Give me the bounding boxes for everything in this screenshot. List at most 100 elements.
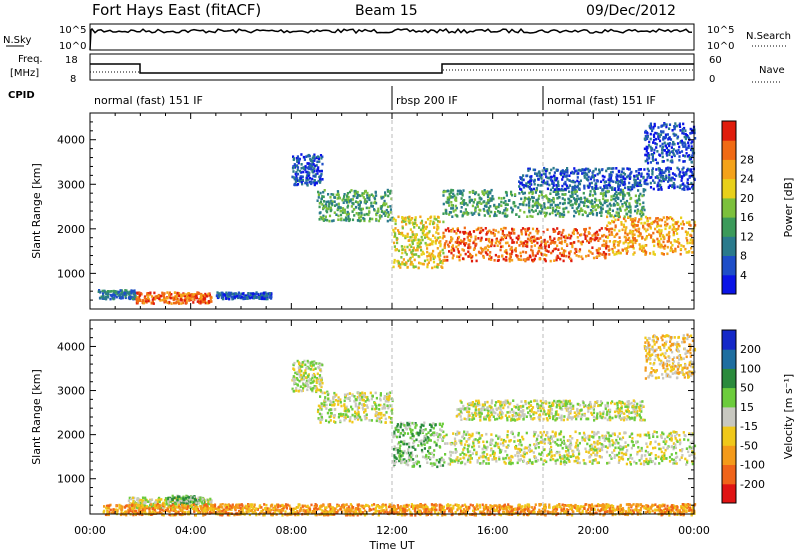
echo-cell bbox=[316, 172, 319, 175]
echo-cell bbox=[602, 197, 605, 201]
echo-cell bbox=[434, 503, 437, 506]
echo-cell bbox=[411, 221, 414, 224]
echo-cell bbox=[596, 187, 599, 190]
echo-cell bbox=[190, 497, 194, 501]
echo-cell bbox=[475, 242, 478, 246]
echo-cell bbox=[647, 509, 650, 513]
echo-cell bbox=[579, 241, 582, 244]
echo-cell bbox=[649, 225, 652, 229]
echo-cell bbox=[622, 167, 625, 171]
echo-cell bbox=[294, 511, 297, 514]
echo-cell bbox=[565, 254, 568, 258]
echo-cell bbox=[653, 253, 656, 256]
echo-cell bbox=[629, 214, 632, 218]
echo-cell bbox=[691, 140, 694, 143]
echo-cell bbox=[526, 245, 529, 248]
echo-cell bbox=[396, 241, 399, 245]
echo-cell bbox=[159, 294, 162, 298]
echo-cell bbox=[264, 296, 268, 300]
echo-cell bbox=[510, 247, 513, 251]
echo-cell bbox=[163, 295, 166, 299]
echo-cell bbox=[468, 199, 471, 202]
echo-cell bbox=[571, 191, 574, 194]
echo-cell bbox=[196, 300, 199, 303]
echo-cell bbox=[370, 204, 373, 208]
echo-cell bbox=[518, 192, 521, 195]
echo-cell bbox=[688, 241, 691, 245]
echo-cell bbox=[619, 199, 623, 203]
echo-cell bbox=[693, 131, 696, 135]
echo-cell bbox=[501, 229, 504, 233]
echo-cell bbox=[638, 198, 641, 202]
echo-cell bbox=[137, 497, 140, 501]
echo-cell bbox=[325, 200, 328, 204]
echo-cell bbox=[105, 292, 108, 296]
echo-cell bbox=[389, 189, 392, 193]
echo-cell bbox=[471, 190, 474, 194]
echo-cell bbox=[210, 300, 213, 303]
echo-cell bbox=[626, 192, 629, 195]
echo-cell bbox=[611, 227, 614, 231]
echo-cell bbox=[529, 175, 532, 179]
echo-cell bbox=[678, 151, 681, 154]
echo-cell bbox=[568, 179, 571, 182]
echo-cell bbox=[303, 504, 306, 508]
echo-cell bbox=[668, 173, 671, 177]
echo-cell bbox=[636, 211, 639, 215]
echo-cell bbox=[629, 205, 632, 209]
echo-cell bbox=[568, 184, 572, 187]
echo-cell bbox=[371, 217, 374, 221]
echo-cell bbox=[385, 212, 388, 215]
echo-cell bbox=[201, 300, 204, 304]
echo-cell bbox=[575, 190, 578, 193]
echo-cell bbox=[633, 225, 636, 228]
echo-cell bbox=[439, 244, 442, 248]
echo-cell bbox=[610, 214, 613, 217]
echo-cell bbox=[476, 205, 479, 208]
echo-cell bbox=[445, 240, 448, 243]
echo-cell bbox=[168, 300, 171, 304]
echo-cell bbox=[605, 169, 608, 173]
echo-cell bbox=[182, 497, 185, 500]
echo-cell bbox=[501, 245, 504, 248]
echo-cell bbox=[227, 293, 230, 296]
echo-cell bbox=[682, 122, 685, 126]
echo-cell bbox=[318, 202, 321, 205]
echo-cell bbox=[266, 297, 269, 301]
echo-cell bbox=[644, 179, 647, 182]
echo-cell bbox=[661, 160, 664, 163]
echo-cell bbox=[422, 233, 425, 237]
echo-cell bbox=[447, 201, 450, 204]
nsearch-tick-low: 10^0 bbox=[707, 41, 734, 52]
echo-cell bbox=[128, 510, 131, 513]
echo-cell bbox=[578, 182, 582, 186]
echo-cell bbox=[301, 182, 304, 186]
echo-cell bbox=[368, 219, 371, 223]
echo-cell bbox=[563, 207, 566, 210]
echo-cell bbox=[192, 301, 195, 304]
echo-cell bbox=[482, 193, 486, 197]
echo-cell bbox=[139, 299, 142, 302]
echo-cell bbox=[668, 166, 671, 170]
echo-cell bbox=[597, 233, 600, 236]
echo-cell bbox=[616, 203, 619, 206]
echo-cell bbox=[299, 169, 302, 173]
echo-cell bbox=[684, 154, 687, 158]
echo-cell bbox=[625, 511, 628, 515]
echo-cell bbox=[614, 199, 617, 203]
echo-cell bbox=[629, 211, 632, 214]
echo-cell bbox=[352, 195, 355, 198]
echo-cell bbox=[571, 243, 574, 247]
echo-cell bbox=[454, 213, 457, 217]
echo-cell bbox=[663, 149, 666, 152]
echo-cell bbox=[456, 227, 459, 230]
echo-cell bbox=[595, 203, 598, 207]
y-tick-label: 1000 bbox=[57, 267, 85, 280]
echo-cell bbox=[522, 174, 525, 177]
echo-cell bbox=[622, 195, 625, 198]
echo-cell bbox=[388, 503, 391, 506]
echo-cell bbox=[607, 183, 610, 187]
echo-cell bbox=[645, 236, 648, 240]
echo-cell bbox=[491, 238, 494, 242]
echo-cell bbox=[411, 242, 414, 245]
